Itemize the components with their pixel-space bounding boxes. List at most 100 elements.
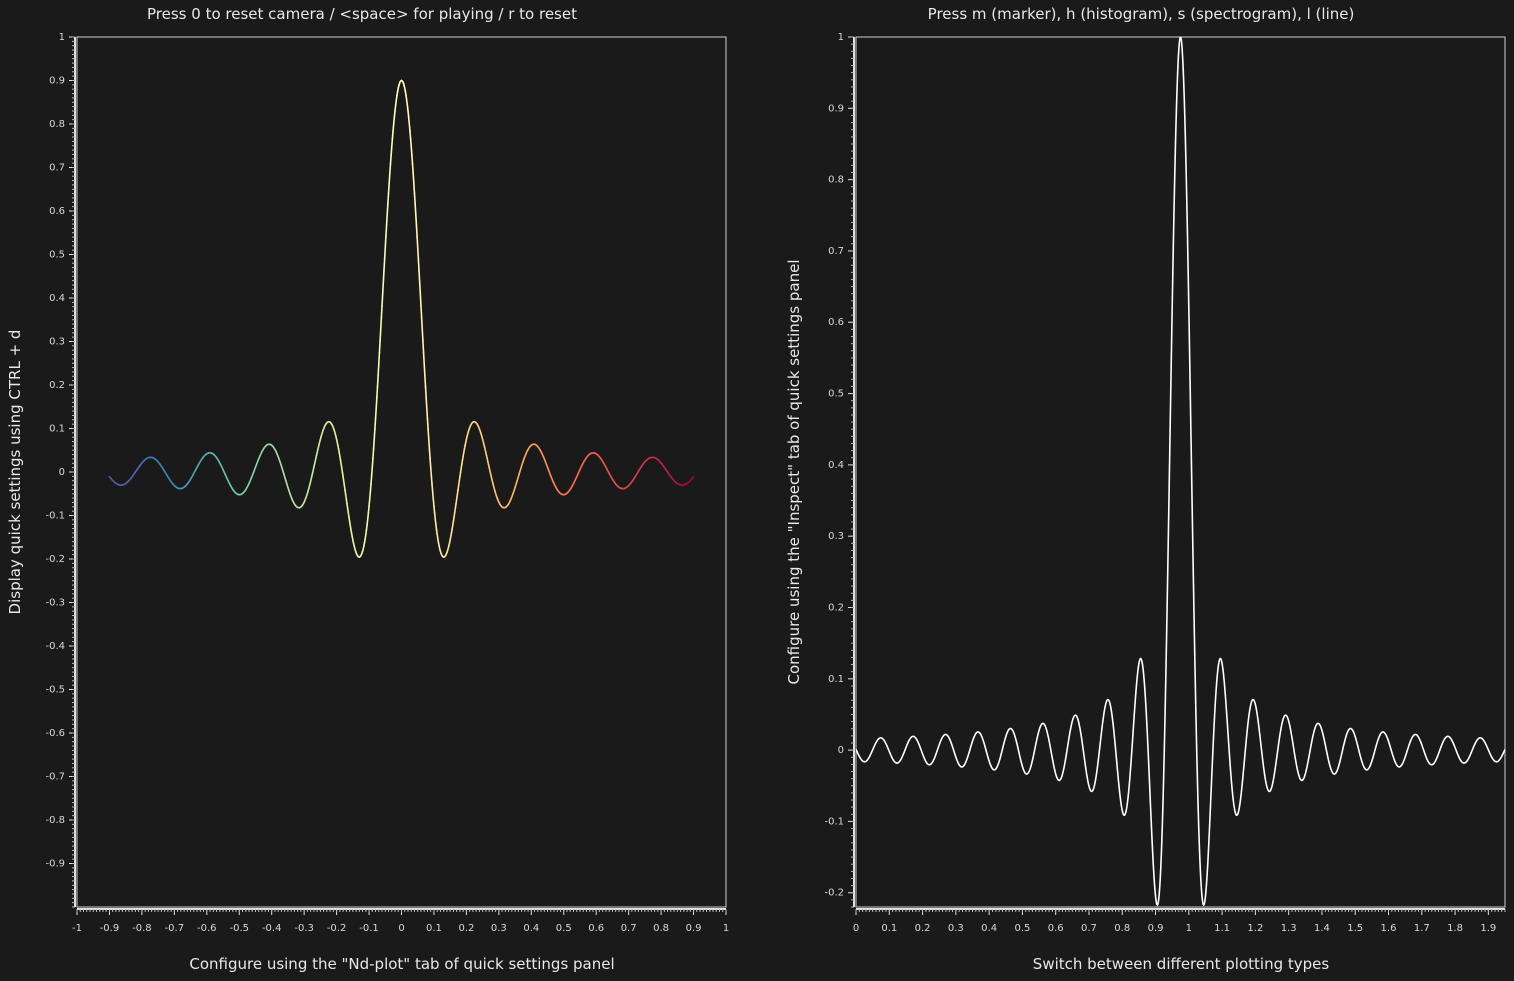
series-segment [394,104,397,112]
right-chart-title: Press m (marker), h (histogram), s (spec… [927,5,1355,23]
series-segment [418,269,421,284]
y-tick-label: 0.6 [828,317,844,328]
x-tick-label: 1 [1186,923,1192,934]
series-segment [418,281,422,295]
x-tick-label: 1.7 [1414,923,1430,934]
right-x-axis-label: Switch between different plotting types [1032,955,1330,973]
y-tick-label: 0.4 [49,293,65,304]
y-tick-label: -0.3 [45,598,65,609]
x-tick-label: -1 [72,923,82,934]
y-tick-label: 0.4 [828,460,844,471]
series-segment [416,235,419,249]
y-tick-label: 0.2 [49,380,65,391]
series-segment [387,182,390,195]
x-tick-label: 0.2 [458,923,474,934]
x-tick-label: -0.4 [262,923,282,934]
series-segment [374,418,377,431]
y-tick-label: -0.4 [45,641,65,652]
y-tick-label: 0.7 [828,246,844,257]
series-segment [422,351,426,365]
x-tick-label: -0.1 [359,923,379,934]
series-path [856,37,1505,907]
x-tick-label: 0.1 [426,923,442,934]
series-segment [409,137,413,148]
x-tick-label: -0.9 [100,923,120,934]
y-tick-label: 0.3 [828,531,844,542]
series-segment [412,172,415,185]
x-tick-label: 1.6 [1381,923,1397,934]
series-segment [369,483,372,493]
y-tick-label: 0.8 [49,119,65,130]
series-segment [389,154,392,166]
series-segment [407,116,411,125]
series-segment [376,374,379,388]
series-segment [393,110,396,118]
x-tick-label: 0.6 [1048,923,1064,934]
series-segment [381,281,385,295]
y-tick-label: 0.2 [828,602,844,613]
series-segment [372,438,376,450]
series-segment [367,505,370,514]
series-segment [427,428,430,441]
series-segment [366,512,370,520]
x-tick-label: 0.6 [588,923,604,934]
series-segment [433,505,436,514]
x-tick-label: 0.5 [556,923,572,934]
series-segment [435,523,438,531]
series-segment [382,269,385,284]
series-segment [379,316,383,331]
series-segment [383,258,386,272]
x-tick-label: 0.7 [621,923,637,934]
x-tick-label: 1.9 [1480,923,1496,934]
x-tick-label: 0.8 [1114,923,1130,934]
y-tick-label: 0.3 [49,337,65,348]
series-segment [408,122,411,132]
series-segment [378,340,381,354]
series-segment [370,466,374,477]
series-segment [414,202,417,216]
series-segment [392,116,396,125]
series-segment [411,154,414,166]
x-tick-label: 1 [723,923,729,934]
y-tick-label: 0.6 [49,206,65,217]
right-chart: 1 0.9 0.8 0.7 0.6 0.5 0.4 0.3 0.2 0.1 0 -0.1 -0.2 0 0.… [824,32,1506,934]
left-chart-title: Press 0 to reset camera / <space> for pl… [147,5,577,23]
y-tick-label: 0 [838,745,844,756]
series-segment [692,475,695,479]
series-segment [430,475,433,485]
series-segment [421,328,424,342]
series-segment [368,491,372,501]
x-tick-label: 0 [853,923,859,934]
x-tick-label: 0 [398,923,404,934]
x-tick-label: -0.3 [294,923,314,934]
series-segment [409,130,412,140]
y-tick-label: -0.2 [824,888,844,899]
x-tick-label: 1.5 [1347,923,1363,934]
x-tick-label: 0.7 [1081,923,1097,934]
series-segment [383,246,387,260]
series-segment [376,385,379,399]
y-tick-label: 1 [838,32,844,43]
series-segment [416,246,420,260]
series-segment [411,163,414,175]
x-tick-label: 0.4 [523,923,539,934]
series-segment [428,448,431,460]
series-segment [373,428,376,441]
series-segment [391,130,394,140]
x-tick-label: 0.3 [491,923,507,934]
series-segment [374,407,377,420]
x-tick-label: 1.1 [1214,923,1230,934]
x-tick-label: 0.9 [686,923,702,934]
y-tick-label: -0.2 [45,554,65,565]
series-segment [431,491,435,501]
series-segment [387,192,390,205]
y-tick-label: -0.1 [824,816,844,827]
series-segment [386,202,389,216]
x-tick-label: -0.8 [132,923,152,934]
series-segment [413,192,416,205]
x-tick-label: -0.7 [165,923,185,934]
series-segment [385,213,389,227]
series-segment [410,145,413,157]
series-segment [423,363,426,377]
